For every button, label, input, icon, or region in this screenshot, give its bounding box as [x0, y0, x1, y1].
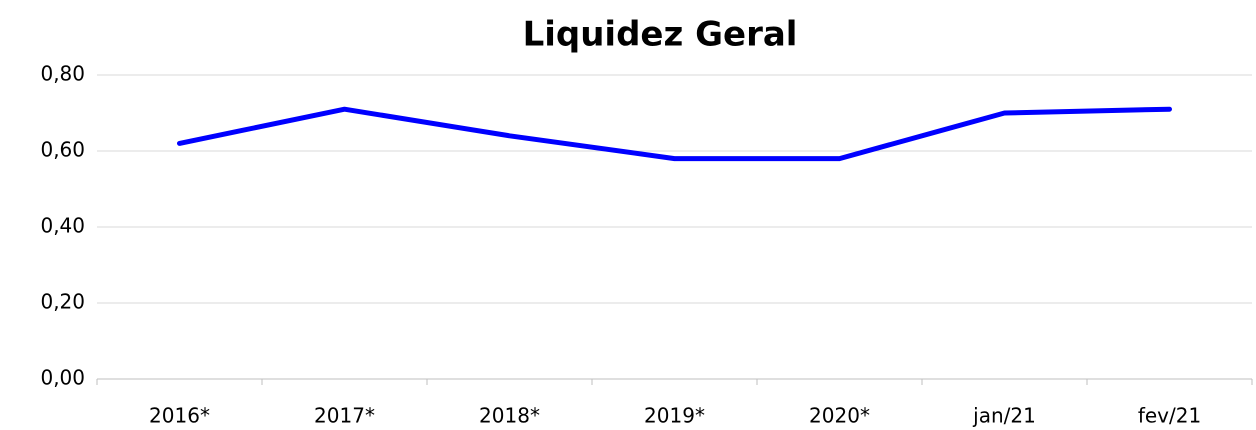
x-tick-label: 2019* — [644, 404, 705, 428]
x-tick-label: fev/21 — [1138, 404, 1201, 428]
y-tick-label: 0,00 — [40, 366, 85, 390]
y-tick-label: 0,20 — [40, 290, 85, 314]
line-series — [177, 106, 1172, 162]
y-tick-label: 0,40 — [40, 214, 85, 238]
x-tick-label: jan/21 — [972, 404, 1036, 428]
x-tick-label: 2017* — [314, 404, 375, 428]
x-tick-label: 2016* — [149, 404, 210, 428]
y-tick-label: 0,60 — [40, 138, 85, 162]
x-tick-label: 2020* — [809, 404, 870, 428]
x-tick-label: 2018* — [479, 404, 540, 428]
chart-title: Liquidez Geral — [523, 15, 798, 55]
y-tick-label: 0,80 — [40, 62, 85, 86]
